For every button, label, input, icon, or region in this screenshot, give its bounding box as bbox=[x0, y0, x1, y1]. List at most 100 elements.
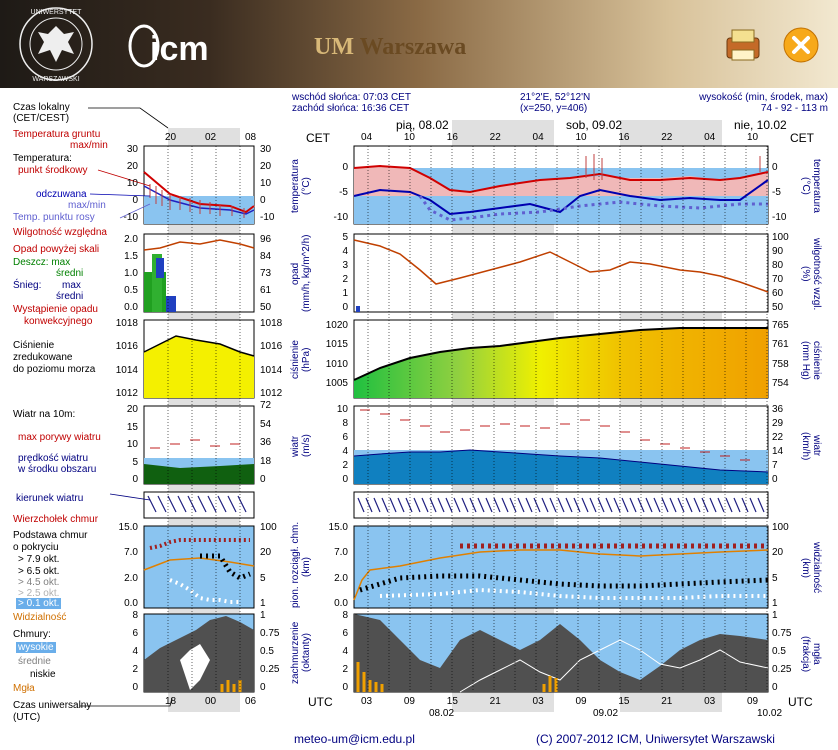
legend-snow-mid: średni bbox=[56, 291, 84, 302]
location-info: 21°2'E, 52°12'N (x=250, y=406) bbox=[520, 92, 590, 114]
main-bottom-hour-tick: 03 bbox=[704, 696, 716, 707]
small-cover-right-tick: 1 bbox=[260, 610, 266, 621]
small-precip-right-tick: 84 bbox=[260, 251, 272, 262]
legend-pressure-2: zredukowane bbox=[13, 352, 73, 363]
small-wind-left-tick: 20 bbox=[126, 404, 138, 415]
main-cloud-panel bbox=[353, 525, 769, 609]
small-precip-right-tick: 50 bbox=[260, 302, 272, 313]
legend-local-time-2: (CET/CEST) bbox=[13, 113, 70, 124]
legend-high-clouds: wysokie bbox=[16, 642, 56, 653]
small-bottom-hour-tick: 00 bbox=[205, 696, 217, 707]
main-precip-left-tick: 2 bbox=[342, 274, 348, 285]
small-temp-left-tick: 30 bbox=[126, 144, 138, 155]
print-icon[interactable] bbox=[724, 26, 762, 64]
small-wind-left-tick: 0 bbox=[132, 474, 138, 485]
small-precip-panel bbox=[143, 233, 255, 313]
main-top-hour-tick: 04 bbox=[532, 132, 544, 143]
main-temp-right-tick: 0 bbox=[772, 162, 778, 173]
small-cloud-panel bbox=[143, 525, 255, 609]
small-temp-right-tick: 30 bbox=[260, 144, 272, 155]
main-winddir-panel bbox=[353, 491, 769, 519]
main-precip-panel bbox=[353, 233, 769, 313]
main-precip-right-tick: 100 bbox=[772, 232, 789, 243]
main-cover-right-tick: 0.25 bbox=[772, 664, 792, 675]
small-temp-left-tick: -10 bbox=[123, 212, 138, 223]
main-bottom-date-tick: 08.02 bbox=[429, 708, 455, 719]
main-bottom-hour-tick: 15 bbox=[446, 696, 458, 707]
small-precip-left-tick: 0.0 bbox=[124, 302, 138, 313]
main-precip-right-tick: 70 bbox=[772, 274, 784, 285]
main-top-hour-tick: 10 bbox=[747, 132, 759, 143]
legend-local-time: Czas lokalny bbox=[13, 102, 70, 113]
main-cover-right-tick: 0.75 bbox=[772, 628, 792, 639]
footer-email[interactable]: meteo-um@icm.edu.pl bbox=[294, 732, 415, 746]
close-icon[interactable] bbox=[782, 26, 820, 64]
small-cloud-right-tick: 5 bbox=[260, 572, 266, 584]
main-precip-left-tick: 5 bbox=[342, 232, 348, 243]
legend-wind-speed-2: w środku obszaru bbox=[18, 464, 97, 475]
main-top-hour-tick: 16 bbox=[618, 132, 630, 143]
small-precip-left-tick: 1.5 bbox=[124, 251, 138, 262]
legend-okt-25: > 2.5 okt. bbox=[18, 588, 60, 599]
main-top-hour-tick: 22 bbox=[661, 132, 673, 143]
utc-label-left: UTC bbox=[308, 695, 333, 709]
main-cover-right-tick: 0.5 bbox=[772, 646, 786, 657]
legend-dew-point: Temp. punktu rosy bbox=[13, 212, 95, 223]
main-wind-left-tick: 10 bbox=[336, 404, 348, 415]
legend-clouds: Chmury: bbox=[13, 629, 51, 640]
main-precip-right-tick: 90 bbox=[772, 246, 784, 257]
small-pressure-panel bbox=[143, 319, 255, 399]
small-top-hour-tick: 02 bbox=[205, 132, 217, 143]
small-cover-right-tick: 0.75 bbox=[260, 628, 280, 639]
svg-text:WARSZAWSKI: WARSZAWSKI bbox=[32, 76, 79, 83]
legend-soil-temp-maxmin: max/min bbox=[70, 140, 108, 151]
legend-temperature: Temperatura: bbox=[13, 153, 72, 164]
small-top-hour-tick: 08 bbox=[245, 132, 257, 143]
main-temp-left-tick: -10 bbox=[333, 212, 348, 223]
small-cloud-right-tick: 100 bbox=[260, 522, 277, 533]
main-top-hour-tick: 16 bbox=[446, 132, 458, 143]
small-temp-right-tick: 0 bbox=[260, 195, 266, 206]
header-bar: UNIWERSYTET WARSZAWSKI icm UM Warszawa bbox=[0, 0, 838, 88]
day-2-label: sob, 09.02 bbox=[566, 118, 622, 132]
small-precip-left-tick: 0.5 bbox=[124, 285, 138, 296]
legend-soil-temp: Temperatura gruntu bbox=[13, 129, 101, 140]
small-wind-left-tick: 10 bbox=[126, 439, 138, 450]
main-bottom-date-tick: 09.02 bbox=[593, 708, 619, 719]
small-wind-left-tick: 5 bbox=[132, 456, 138, 468]
small-bottom-hour-tick: 18 bbox=[165, 696, 177, 707]
main-wind-left-tick: 4 bbox=[342, 446, 348, 457]
day-1-label: pią, 08.02 bbox=[396, 118, 449, 132]
main-top-hour-tick: 10 bbox=[575, 132, 587, 143]
main-bottom-hour-tick: 15 bbox=[618, 696, 630, 707]
main-press-right-tick: 754 bbox=[772, 378, 789, 389]
svg-text:icm: icm bbox=[150, 30, 209, 68]
small-cover-left-tick: 8 bbox=[132, 610, 138, 621]
legend-convective-2: konwekcyjnego bbox=[24, 316, 93, 327]
small-cover-left-tick: 0 bbox=[132, 682, 138, 693]
main-bottom-date-tick: 10.02 bbox=[757, 708, 783, 719]
main-pressure-panel bbox=[353, 319, 769, 399]
main-cover-panel bbox=[353, 613, 769, 693]
legend-wind-title: Wiatr na 10m: bbox=[13, 409, 76, 420]
main-wind-right-tick: 0 bbox=[772, 474, 778, 485]
legend-rain-max: Deszcz: max bbox=[13, 257, 71, 268]
legend-cloud-top: Wierzchołek chmur bbox=[13, 514, 99, 525]
main-precip-left-tick: 0 bbox=[342, 302, 348, 313]
main-press-right-tick: 761 bbox=[772, 339, 789, 351]
small-top-hour-tick: 20 bbox=[165, 132, 177, 143]
day-3-label: nie, 10.02 bbox=[734, 118, 787, 132]
legend-fog: Mgła bbox=[13, 683, 35, 694]
main-wind-right-tick: 36 bbox=[772, 404, 784, 415]
cover-axis-label: zachmurzenie (oktanty) bbox=[290, 621, 312, 685]
main-wind-right-tick: 7 bbox=[772, 460, 778, 471]
icm-logo[interactable]: icm bbox=[124, 22, 234, 70]
small-press-right-tick: 1012 bbox=[260, 388, 283, 399]
small-temp-right-tick: -10 bbox=[260, 212, 275, 223]
small-wind-right-tick: 18 bbox=[260, 455, 272, 467]
main-press-right-tick: 758 bbox=[772, 358, 789, 370]
legend-rain-mid: średni bbox=[56, 268, 84, 279]
legend-low-clouds: niskie bbox=[30, 669, 56, 680]
temp-axis-label-right: temperatura (°C) bbox=[800, 159, 822, 213]
